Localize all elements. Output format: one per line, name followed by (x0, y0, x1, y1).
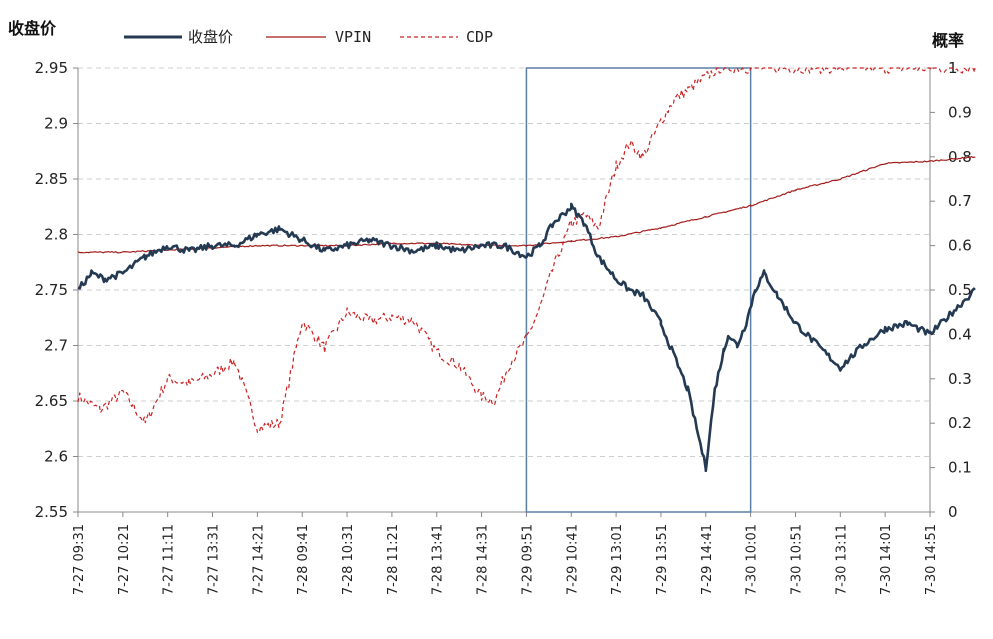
right-tick-label: 0.4 (948, 325, 972, 343)
left-tick-label: 2.8 (44, 226, 68, 244)
x-tick-label: 7-27 10:21 (117, 524, 132, 595)
right-tick-label: 0.8 (948, 148, 972, 166)
x-tick-label: 7-29 10:41 (565, 524, 580, 595)
left-tick-label: 2.75 (35, 281, 68, 299)
right-tick-label: 0.9 (948, 103, 972, 121)
right-tick-label: 0.5 (948, 281, 972, 299)
x-tick-label: 7-27 13:31 (207, 524, 222, 595)
right-tick-label: 0.6 (948, 237, 972, 255)
x-tick-label: 7-29 09:51 (520, 524, 535, 595)
left-tick-label: 2.7 (44, 337, 68, 355)
x-tick-label: 7-30 14:01 (879, 524, 894, 595)
x-tick-label: 7-27 14:21 (251, 524, 266, 595)
right-tick-label: 0.2 (948, 414, 972, 432)
series-lines (77, 67, 976, 473)
left-tick-label: 2.6 (44, 448, 68, 466)
x-tick-label: 7-30 10:51 (789, 524, 804, 595)
highlight-region (525, 67, 752, 513)
legend-label-cdp: CDP (466, 28, 493, 46)
legend-label-close-price: 收盘价 (188, 28, 233, 46)
x-tick-label: 7-30 13:11 (834, 524, 849, 595)
x-tick-label: 7-28 13:41 (431, 524, 446, 595)
left-axis-ticks: 2.55 2.6 2.65 2.7 2.75 2.8 2.85 2.9 2.95 (35, 59, 78, 521)
x-tick-label: 7-27 11:11 (162, 524, 177, 595)
x-tick-label: 7-28 09:41 (296, 524, 311, 595)
highlight-box (525, 67, 752, 513)
right-tick-label: 0.3 (948, 370, 972, 388)
right-tick-label: 1 (948, 59, 958, 77)
x-tick-label: 7-27 09:31 (72, 524, 87, 595)
left-tick-label: 2.95 (35, 59, 68, 77)
left-axis-title: 收盘价 (8, 19, 57, 38)
right-tick-label: 0.1 (948, 459, 972, 477)
right-tick-label: 0.7 (948, 192, 972, 210)
x-tick-label: 7-28 10:31 (341, 524, 356, 595)
x-tick-label: 7-28 14:31 (476, 524, 491, 595)
series-line-cdp (77, 67, 976, 434)
x-tick-label: 7-29 14:41 (700, 524, 715, 595)
x-tick-label: 7-28 11:21 (386, 524, 401, 595)
x-tick-label: 7-29 13:01 (610, 524, 625, 595)
series-line-close-price (77, 202, 976, 473)
x-axis-ticks: 7-27 09:31 7-27 10:21 7-27 11:11 7-27 13:31… (72, 512, 939, 595)
x-tick-label: 7-29 13:51 (655, 524, 670, 595)
series-line-vpin (77, 156, 976, 254)
right-axis-title: 概率 (932, 31, 964, 50)
right-axis-ticks: 0 0.1 0.2 0.3 0.4 0.5 0.6 0.7 0.8 0.9 1 (930, 59, 972, 521)
right-tick-label: 0 (948, 503, 958, 521)
legend-label-vpin: VPIN (335, 28, 371, 46)
left-tick-label: 2.65 (35, 392, 68, 410)
left-tick-label: 2.9 (44, 115, 68, 133)
x-tick-label: 7-30 10:01 (745, 524, 760, 595)
left-tick-label: 2.85 (35, 170, 68, 188)
gridlines (78, 67, 930, 457)
left-tick-label: 2.55 (35, 503, 68, 521)
x-tick-label: 7-30 14:51 (924, 524, 939, 595)
legend: 收盘价 VPIN CDP (124, 28, 493, 46)
